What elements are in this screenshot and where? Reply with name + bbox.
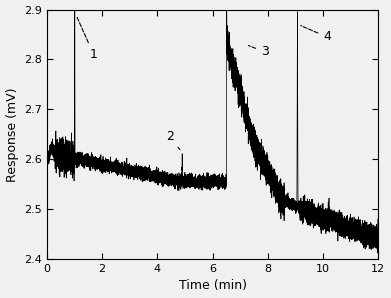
Y-axis label: Response (mV): Response (mV) bbox=[5, 87, 18, 181]
X-axis label: Time (min): Time (min) bbox=[179, 280, 247, 292]
Text: 1: 1 bbox=[77, 17, 97, 61]
Text: 2: 2 bbox=[166, 130, 180, 150]
Text: 4: 4 bbox=[301, 26, 331, 44]
Text: 3: 3 bbox=[248, 46, 269, 58]
